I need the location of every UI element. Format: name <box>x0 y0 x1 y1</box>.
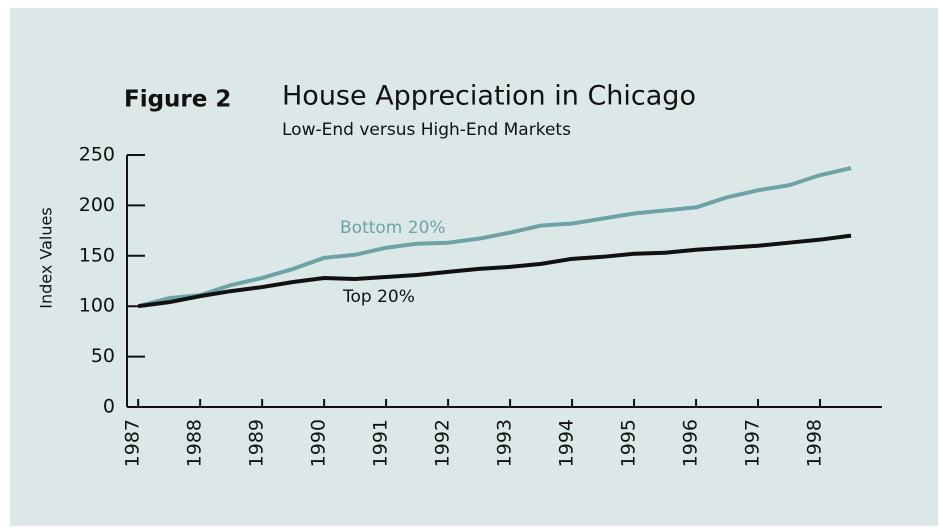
x-tick-label: 1995 <box>618 419 640 467</box>
x-tick-label: 1996 <box>680 419 702 467</box>
x-tick-label: 1987 <box>122 419 144 467</box>
y-tick-label: 50 <box>91 345 115 367</box>
y-tick-label: 100 <box>79 295 115 317</box>
y-axis-label: Index Values <box>37 207 56 308</box>
series-label: Bottom 20% <box>340 218 446 238</box>
x-tick-label: 1989 <box>246 419 268 467</box>
series-line <box>137 233 852 309</box>
chart-subtitle: Low-End versus High-End Markets <box>282 120 571 140</box>
y-tick-label: 250 <box>79 144 115 166</box>
x-tick-label: 1993 <box>494 419 516 467</box>
x-tick-label: 1997 <box>742 419 764 467</box>
y-tick-label: 200 <box>79 194 115 216</box>
x-tick-label: 1988 <box>184 419 206 467</box>
series-line <box>137 166 852 309</box>
chart-title: House Appreciation in Chicago <box>282 81 696 112</box>
y-tick-label: 150 <box>79 244 115 266</box>
x-tick-label: 1994 <box>556 419 578 467</box>
x-tick-label: 1992 <box>432 419 454 467</box>
x-tick-label: 1998 <box>804 419 826 467</box>
series-label: Top 20% <box>342 287 415 307</box>
x-tick-label: 1990 <box>308 419 330 467</box>
panel-background <box>10 8 938 526</box>
figure-label: Figure 2 <box>124 87 231 113</box>
y-tick-label: 0 <box>103 396 115 418</box>
x-tick-label: 1991 <box>370 419 392 467</box>
